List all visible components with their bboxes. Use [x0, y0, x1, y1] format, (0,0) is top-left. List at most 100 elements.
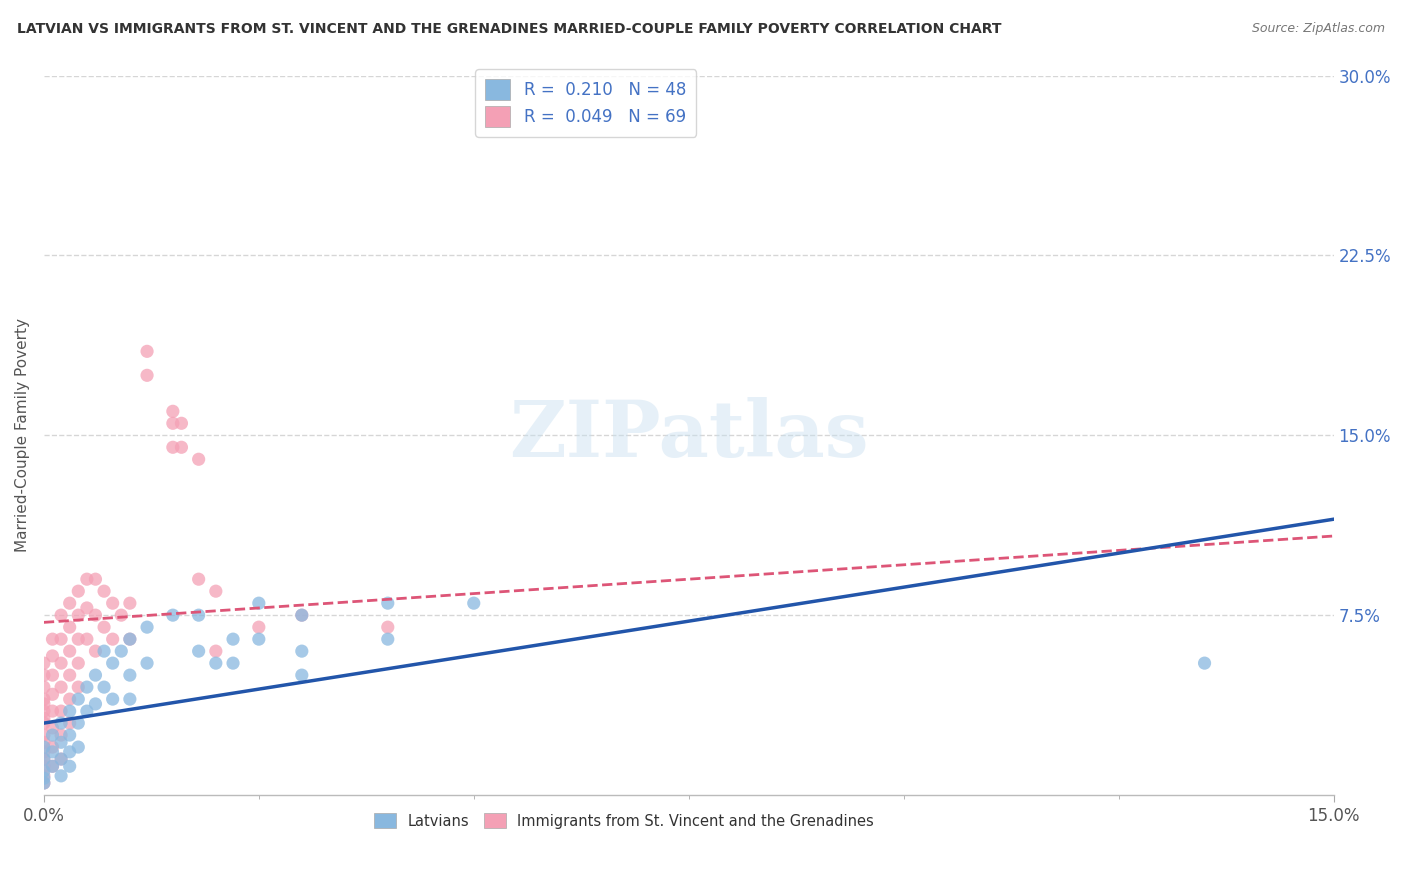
Point [49, 728, 72, 742]
Point [162, 440, 184, 454]
Point [32, 776, 55, 790]
Point [136, 620, 159, 634]
Point [67, 692, 90, 706]
Point [205, 644, 228, 658]
Point [377, 620, 399, 634]
Point [170, 440, 193, 454]
Point [32, 656, 55, 670]
Point [32, 668, 55, 682]
Point [222, 632, 245, 647]
Point [205, 584, 228, 599]
Point [32, 745, 55, 759]
Point [76, 632, 98, 647]
Point [41, 704, 63, 718]
Point [41, 687, 63, 701]
Point [76, 704, 98, 718]
Point [187, 452, 209, 467]
Point [32, 752, 55, 766]
Text: ZIPatlas: ZIPatlas [509, 397, 869, 474]
Point [32, 697, 55, 711]
Point [247, 632, 270, 647]
Point [41, 721, 63, 735]
Point [41, 759, 63, 773]
Point [32, 776, 55, 790]
Point [118, 596, 141, 610]
Point [67, 656, 90, 670]
Point [93, 620, 115, 634]
Point [49, 632, 72, 647]
Point [32, 769, 55, 783]
Point [93, 584, 115, 599]
Point [49, 656, 72, 670]
Point [49, 680, 72, 694]
Point [59, 704, 82, 718]
Point [41, 740, 63, 755]
Point [59, 745, 82, 759]
Point [32, 740, 55, 755]
Text: Source: ZipAtlas.com: Source: ZipAtlas.com [1251, 22, 1385, 36]
Point [32, 764, 55, 778]
Point [118, 632, 141, 647]
Point [32, 692, 55, 706]
Point [84, 608, 107, 623]
Point [32, 716, 55, 731]
Point [32, 752, 55, 766]
Point [84, 697, 107, 711]
Point [101, 596, 124, 610]
Text: LATVIAN VS IMMIGRANTS FROM ST. VINCENT AND THE GRENADINES MARRIED-COUPLE FAMILY : LATVIAN VS IMMIGRANTS FROM ST. VINCENT A… [17, 22, 1001, 37]
Point [32, 704, 55, 718]
Point [59, 668, 82, 682]
Point [291, 644, 314, 658]
Point [49, 716, 72, 731]
Point [110, 644, 132, 658]
Legend: Latvians, Immigrants from St. Vincent and the Grenadines: Latvians, Immigrants from St. Vincent an… [368, 807, 880, 835]
Point [59, 596, 82, 610]
Point [187, 608, 209, 623]
Point [93, 680, 115, 694]
Point [136, 368, 159, 383]
Point [67, 716, 90, 731]
Point [32, 680, 55, 694]
Point [41, 632, 63, 647]
Point [59, 759, 82, 773]
Point [76, 680, 98, 694]
Point [187, 572, 209, 586]
Point [162, 608, 184, 623]
Point [118, 668, 141, 682]
Point [67, 608, 90, 623]
Point [41, 648, 63, 663]
Point [1194, 656, 1216, 670]
Point [101, 656, 124, 670]
Point [49, 752, 72, 766]
Point [32, 771, 55, 785]
Point [247, 596, 270, 610]
Point [59, 644, 82, 658]
Point [49, 608, 72, 623]
Point [32, 735, 55, 749]
Point [84, 644, 107, 658]
Point [59, 716, 82, 731]
Point [41, 668, 63, 682]
Point [41, 728, 63, 742]
Point [463, 596, 485, 610]
Point [32, 711, 55, 725]
Point [136, 656, 159, 670]
Point [67, 632, 90, 647]
Point [162, 404, 184, 418]
Point [118, 692, 141, 706]
Point [67, 740, 90, 755]
Point [291, 668, 314, 682]
Point [67, 584, 90, 599]
Point [222, 656, 245, 670]
Point [170, 417, 193, 431]
Point [84, 572, 107, 586]
Point [110, 608, 132, 623]
Point [118, 632, 141, 647]
Point [136, 344, 159, 359]
Point [59, 692, 82, 706]
Point [187, 644, 209, 658]
Point [101, 632, 124, 647]
Point [377, 596, 399, 610]
Point [32, 728, 55, 742]
Point [76, 601, 98, 615]
